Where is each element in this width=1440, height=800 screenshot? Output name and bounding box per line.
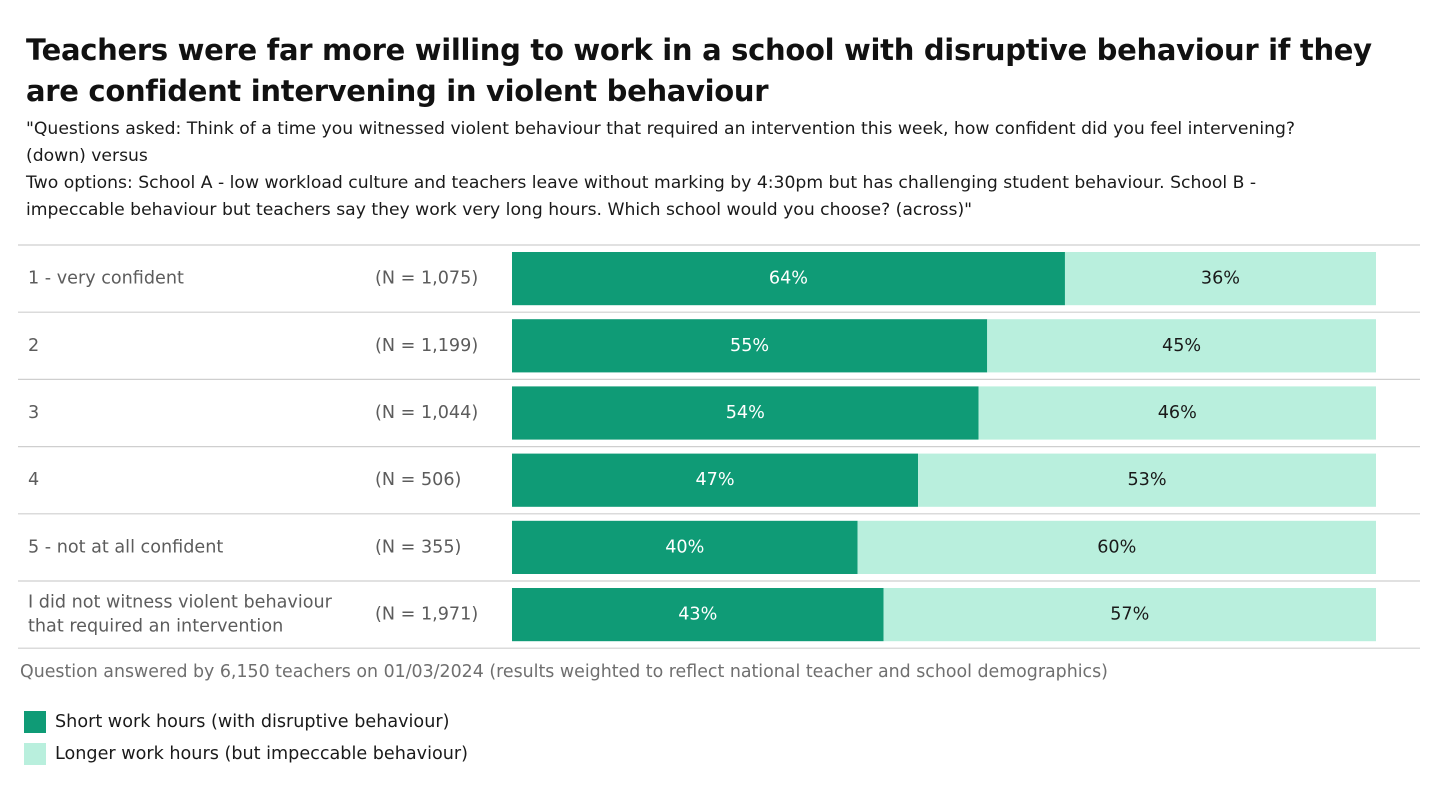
footnote: Question answered by 6,150 teachers on 0…	[20, 662, 1108, 682]
bar-value-label: 46%	[1158, 403, 1197, 423]
bar-segment-longer	[883, 588, 1376, 642]
bar-segment-short	[512, 386, 979, 440]
subtitle-line: Two options: School A - low workload cul…	[26, 173, 1257, 193]
legend-label-longer: Longer work hours (but impeccable behavi…	[55, 744, 468, 764]
row-label: that required an intervention	[28, 617, 283, 637]
row-n-label: (N = 1,199)	[375, 336, 478, 356]
bar-value-label: 53%	[1127, 470, 1166, 490]
row-label: I did not witness violent behaviour	[28, 593, 333, 613]
subtitle-line: (down) versus	[26, 146, 148, 166]
legend-item-longer: Longer work hours (but impeccable behavi…	[24, 738, 468, 770]
bar-value-label: 57%	[1110, 605, 1149, 625]
row-label: 1 - very confident	[28, 269, 184, 289]
bar-segment-longer	[918, 453, 1376, 507]
subtitle-line: impeccable behaviour but teachers say th…	[26, 200, 973, 220]
bar-segment-short	[512, 453, 919, 507]
chart-subtitle: "Questions asked: Think of a time you wi…	[26, 116, 1426, 224]
row-label: 4	[28, 470, 39, 490]
row-n-label: (N = 506)	[375, 470, 461, 490]
bar-value-label: 60%	[1097, 537, 1136, 557]
bar-value-label: 54%	[726, 403, 765, 423]
legend-item-short: Short work hours (with disruptive behavi…	[24, 706, 468, 738]
row-label: 3	[28, 403, 39, 423]
bar-value-label: 36%	[1201, 269, 1240, 289]
row-n-label: (N = 1,971)	[375, 605, 478, 625]
legend-swatch-short	[24, 711, 46, 733]
bar-segment-longer	[1064, 252, 1376, 306]
stacked-bar-chart: 1 - very confident (N = 1,075) 64% 36% 2 (N =…	[18, 244, 1420, 649]
legend-swatch-longer	[24, 743, 46, 765]
row-n-label: (N = 355)	[375, 537, 461, 557]
bar-value-label: 55%	[730, 336, 769, 356]
bar-value-label: 47%	[695, 470, 734, 490]
legend: Short work hours (with disruptive behavi…	[24, 706, 468, 770]
legend-label-short: Short work hours (with disruptive behavi…	[55, 712, 450, 732]
row-label: 5 - not at all confident	[28, 537, 223, 557]
bar-segment-short	[512, 520, 858, 574]
bar-value-label: 64%	[769, 269, 808, 289]
bar-segment-longer	[978, 386, 1376, 440]
bar-segment-longer	[987, 319, 1376, 373]
row-n-label: (N = 1,044)	[375, 403, 478, 423]
subtitle-line: "Questions asked: Think of a time you wi…	[26, 119, 1296, 139]
row-n-label: (N = 1,075)	[375, 269, 478, 289]
bar-value-label: 40%	[665, 537, 704, 557]
bar-segment-short	[512, 252, 1065, 306]
bar-value-label: 45%	[1162, 336, 1201, 356]
row-label: 2	[28, 336, 39, 356]
bar-segment-longer	[857, 520, 1376, 574]
chart-title: Teachers were far more willing to work i…	[26, 33, 1372, 108]
bar-segment-short	[512, 588, 884, 642]
bar-segment-short	[512, 319, 988, 373]
bar-value-label: 43%	[678, 605, 717, 625]
